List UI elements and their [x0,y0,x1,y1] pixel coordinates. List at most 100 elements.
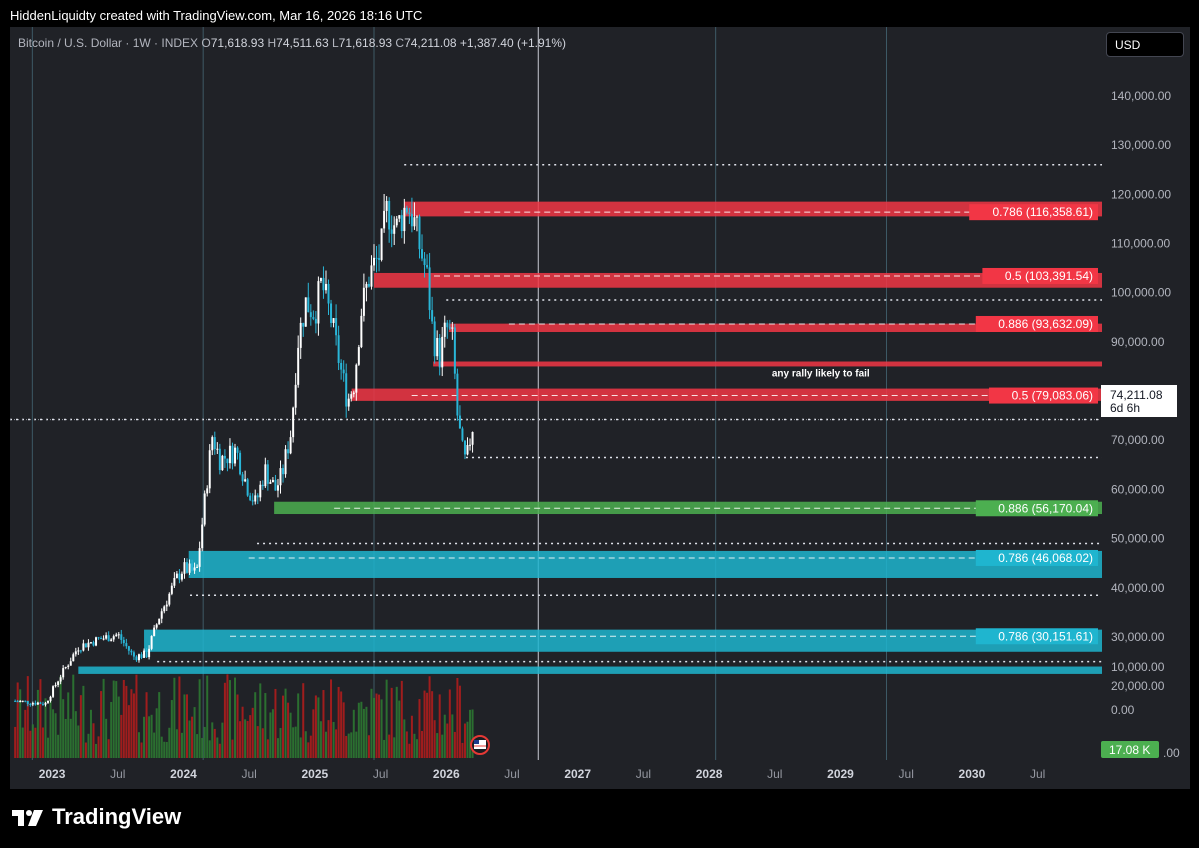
volume-bar [196,734,199,758]
candle-body [150,636,153,649]
candle-body [198,548,201,567]
tradingview-logo[interactable]: TradingView [12,804,181,830]
candle-body [421,249,424,259]
candle-body [246,479,249,496]
volume-bar [84,742,87,758]
volume-bar [107,739,110,758]
ohlc-legend: Bitcoin / U.S. Dollar · 1W · INDEX O71,6… [18,36,566,50]
candle-body [410,213,413,227]
volume-bar [77,725,80,758]
chart-caption: HiddenLiquidty created with TradingView.… [10,8,423,23]
fib-label-bg [982,267,1098,284]
volume-bar [302,683,305,758]
candle-body [304,297,307,327]
candle-body [385,200,388,211]
candle-body [175,573,178,578]
volume-bar [466,721,469,758]
candle-body [395,218,398,226]
volume-bar [347,733,350,758]
volume-bar [274,688,277,758]
candle-body [158,618,161,625]
x-tick-label: Jul [373,767,388,781]
currency-button[interactable]: USD [1106,32,1184,57]
volume-bar [19,689,22,758]
volume-bar [125,685,128,758]
volume-bar [105,718,108,758]
candle-body [274,479,277,491]
legend-high: 74,511.63 [276,36,329,50]
candle-body [239,452,242,475]
x-tick-label: Jul [899,767,914,781]
legend-close-label: C [395,36,405,50]
x-tick-label: Jul [1030,767,1045,781]
volume-bar [438,694,441,758]
volume-bar [31,724,34,758]
candle-body [428,267,431,311]
volume-bar [206,675,209,758]
candle-body [84,643,87,648]
volume-bar [216,737,219,758]
volume-bar [211,722,214,758]
candle-body [72,654,75,662]
volume-bar [218,743,221,758]
candle-body [87,642,90,648]
candle-body [178,573,181,580]
volume-bar [185,694,188,758]
volume-bar [163,741,166,758]
volume-bar [441,734,444,758]
volume-bar [241,706,244,758]
volume-bar [44,698,47,758]
volume-bar [24,709,27,758]
y-tick-label: 140,000.00 [1111,89,1171,103]
candle-body [271,479,274,483]
candle-body [345,373,348,407]
volume-bar [304,731,307,758]
volume-bar [423,690,426,758]
volume-bar [34,727,37,758]
volume-bar [413,733,416,758]
y-tick-label: 20,000.00 [1111,679,1165,693]
candle-body [41,703,44,705]
volume-bar [388,734,391,758]
candle-body [183,562,186,574]
volume-bar [299,737,302,758]
volume-bar [322,690,325,758]
volume-bar [362,708,365,758]
candle-body [251,500,254,502]
x-tick-label: 2024 [170,767,197,781]
labels: 0.786 (116,358.61) 0.5 (103,391.54) 0.886 … [772,204,1098,645]
volume-bar [21,727,24,758]
y-tick-label: 60,000.00 [1111,482,1165,496]
candle-body [34,702,37,705]
volume-bar [110,701,113,758]
candle-body [451,327,454,329]
flag-icon[interactable] [470,735,490,755]
volume-bar [251,707,254,758]
candle-body [380,228,383,260]
candle-body [282,468,285,475]
candle-body [163,606,166,612]
candle-body [335,318,338,336]
volume-bar [41,727,44,758]
legend-symbol: Bitcoin / U.S. Dollar · 1W · INDEX [18,36,199,50]
candle-body [127,646,130,651]
candle-body [347,398,350,407]
y-tick-label: 130,000.00 [1111,138,1171,152]
candle-body [102,638,105,640]
annotation-text: any rally likely to fail [772,368,870,379]
candle-body [360,315,363,348]
volume-bar [221,722,224,758]
candle-body [453,327,456,374]
candle-body [26,700,29,704]
volume-bar [380,699,383,758]
candle-body [59,677,62,682]
candle-body [191,563,194,571]
volume-bar [150,714,153,758]
candle-body [378,258,381,260]
volume-bar [145,692,148,758]
candle-body [79,650,82,652]
candle-body [287,449,290,454]
candle-body [193,567,196,571]
volume-bar [168,727,171,758]
